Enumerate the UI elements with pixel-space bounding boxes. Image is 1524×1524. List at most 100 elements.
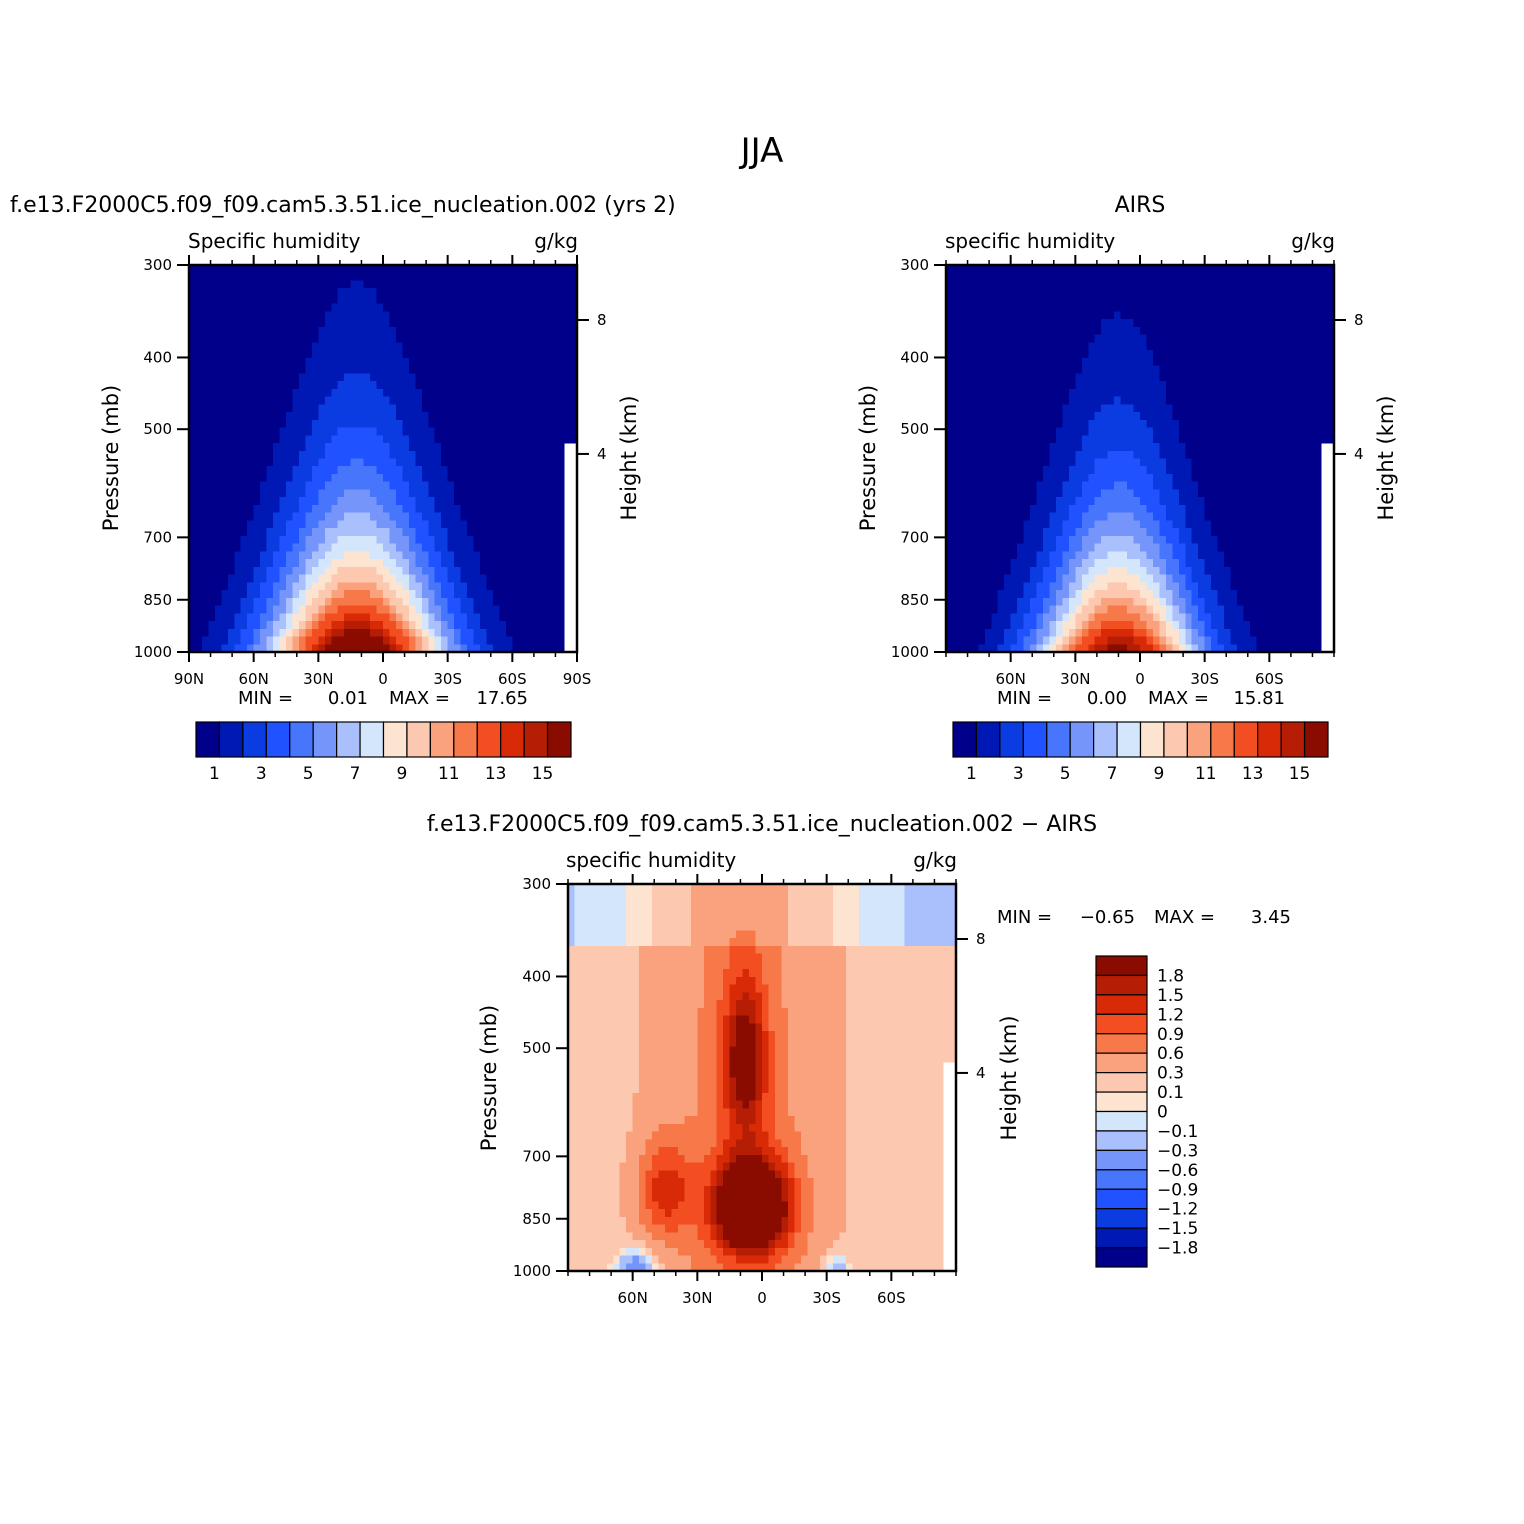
y-tick-label: 1000 — [513, 1262, 551, 1280]
x-tick-label: 60S — [877, 1289, 906, 1307]
panel-difference-ylabel: Pressure (mb) — [477, 1005, 501, 1152]
colorbar-tick-label: −0.9 — [1157, 1180, 1198, 1200]
x-tick-label: 60N — [618, 1289, 648, 1307]
height-tick-label: 8 — [976, 930, 986, 948]
colorbar-tick-label: 3 — [256, 764, 267, 784]
y-tick-label: 700 — [522, 1147, 551, 1165]
colorbar-box — [359, 721, 385, 758]
figure-title: JJA — [739, 131, 784, 171]
panel-model: f.e13.F2000C5.f09_f09.cam5.3.51.ice_nucl… — [10, 193, 676, 784]
colorbar-box — [1280, 721, 1306, 758]
x-tick-label: 90N — [174, 670, 204, 688]
colorbar-box — [1095, 1052, 1148, 1074]
colorbar-box — [1095, 1169, 1148, 1190]
colorbar-tick-label: 9 — [397, 764, 408, 784]
colorbar-box — [453, 721, 478, 758]
colorbar-box — [1095, 974, 1148, 996]
colorbar-tick-label: 11 — [438, 764, 460, 784]
colorbar-box — [195, 721, 221, 758]
colorbar-tick-label: 5 — [1060, 764, 1071, 784]
colorbar-box — [1210, 721, 1235, 758]
colorbar-tick-label: 1 — [209, 764, 220, 784]
colorbar-box — [1139, 721, 1165, 758]
colorbar-box — [1095, 1208, 1148, 1229]
colorbar-box — [1257, 721, 1282, 758]
panel-obs-min-label: MIN = — [997, 688, 1052, 709]
height-tick-label: 4 — [976, 1064, 986, 1082]
colorbar-box — [1303, 721, 1329, 758]
colorbar-box — [1095, 1188, 1148, 1210]
colorbar-box — [1022, 721, 1048, 758]
colorbar-box — [429, 721, 455, 758]
colorbar-tick-label: 1.2 — [1157, 1005, 1184, 1025]
colorbar-box — [1163, 721, 1188, 758]
colorbar-box — [1095, 1246, 1148, 1268]
y-tick-label: 850 — [143, 591, 172, 609]
colorbar-tick-label: 13 — [1242, 764, 1264, 784]
colorbar-tick-label: 9 — [1154, 764, 1165, 784]
colorbar-box — [406, 721, 431, 758]
x-tick-label: 0 — [1135, 670, 1145, 688]
height-tick-label: 4 — [1354, 445, 1364, 463]
colorbar-box — [1095, 1072, 1148, 1093]
colorbar-box — [1095, 1033, 1148, 1054]
colorbar-tick-label: 1.8 — [1157, 966, 1184, 986]
colorbar-box — [265, 721, 291, 758]
y-tick-label: 700 — [900, 528, 929, 546]
colorbar-box — [312, 721, 338, 758]
colorbar-box — [1186, 721, 1212, 758]
panel-obs-unit-label: g/kg — [1291, 229, 1335, 253]
colorbar-tick-label: 0.6 — [1157, 1044, 1184, 1064]
colorbar-tick-label: 0.3 — [1157, 1064, 1184, 1084]
y-tick-label: 400 — [522, 967, 551, 985]
x-tick-label: 60N — [239, 670, 269, 688]
x-tick-label: 0 — [757, 1289, 767, 1307]
colorbar-box — [999, 721, 1024, 758]
x-tick-label: 60S — [1255, 670, 1284, 688]
colorbar-tick-label: 0.1 — [1157, 1083, 1184, 1103]
y-tick-label: 400 — [143, 348, 172, 366]
colorbar-box — [382, 721, 408, 758]
colorbar-tick-label: 11 — [1195, 764, 1217, 784]
y-tick-label: 1000 — [891, 643, 929, 661]
colorbar-tick-label: 3 — [1013, 764, 1024, 784]
y-tick-label: 300 — [900, 256, 929, 274]
panel-difference-min-value: −0.65 — [1080, 907, 1135, 928]
height-tick-label: 4 — [597, 445, 607, 463]
colorbar-tick-label: 13 — [485, 764, 507, 784]
colorbar-tick-label: −1.2 — [1157, 1200, 1198, 1220]
colorbar-box — [1093, 721, 1118, 758]
colorbar-box — [1116, 721, 1142, 758]
colorbar-box — [975, 721, 1001, 758]
colorbar-tick-label: 0 — [1157, 1103, 1168, 1123]
colorbar-box — [952, 721, 978, 758]
panel-obs-title: AIRS — [1115, 193, 1166, 218]
y-tick-label: 700 — [143, 528, 172, 546]
x-tick-label: 30S — [433, 670, 462, 688]
panel-model-min-label: MIN = — [238, 688, 293, 709]
x-tick-label: 30N — [682, 1289, 712, 1307]
x-tick-label: 90S — [563, 670, 592, 688]
colorbar-tick-label: 15 — [532, 764, 554, 784]
x-tick-label: 30N — [1060, 670, 1090, 688]
panel-obs-max-label: MAX = — [1148, 688, 1209, 709]
panel-difference-ylabel-right: Height (km) — [997, 1015, 1021, 1140]
colorbar-box — [476, 721, 502, 758]
colorbar-tick-label: 15 — [1289, 764, 1311, 784]
colorbar-box — [1069, 721, 1095, 758]
colorbar-box — [242, 721, 267, 758]
panel-obs-left-label: specific humidity — [945, 229, 1115, 253]
panel-model-ylabel: Pressure (mb) — [99, 385, 123, 532]
panel-difference-title: f.e13.F2000C5.f09_f09.cam5.3.51.ice_nucl… — [427, 812, 1097, 837]
panel-obs-max-value: 15.81 — [1233, 688, 1285, 709]
y-tick-label: 400 — [900, 348, 929, 366]
colorbar-box — [1095, 1149, 1148, 1171]
colorbar-tick-label: 1.5 — [1157, 986, 1184, 1006]
panel-model-max-label: MAX = — [389, 688, 450, 709]
y-tick-label: 1000 — [134, 643, 172, 661]
x-tick-label: 30S — [812, 1289, 841, 1307]
x-tick-label: 30N — [303, 670, 333, 688]
y-tick-label: 850 — [522, 1210, 551, 1228]
colorbar-box — [218, 721, 244, 758]
